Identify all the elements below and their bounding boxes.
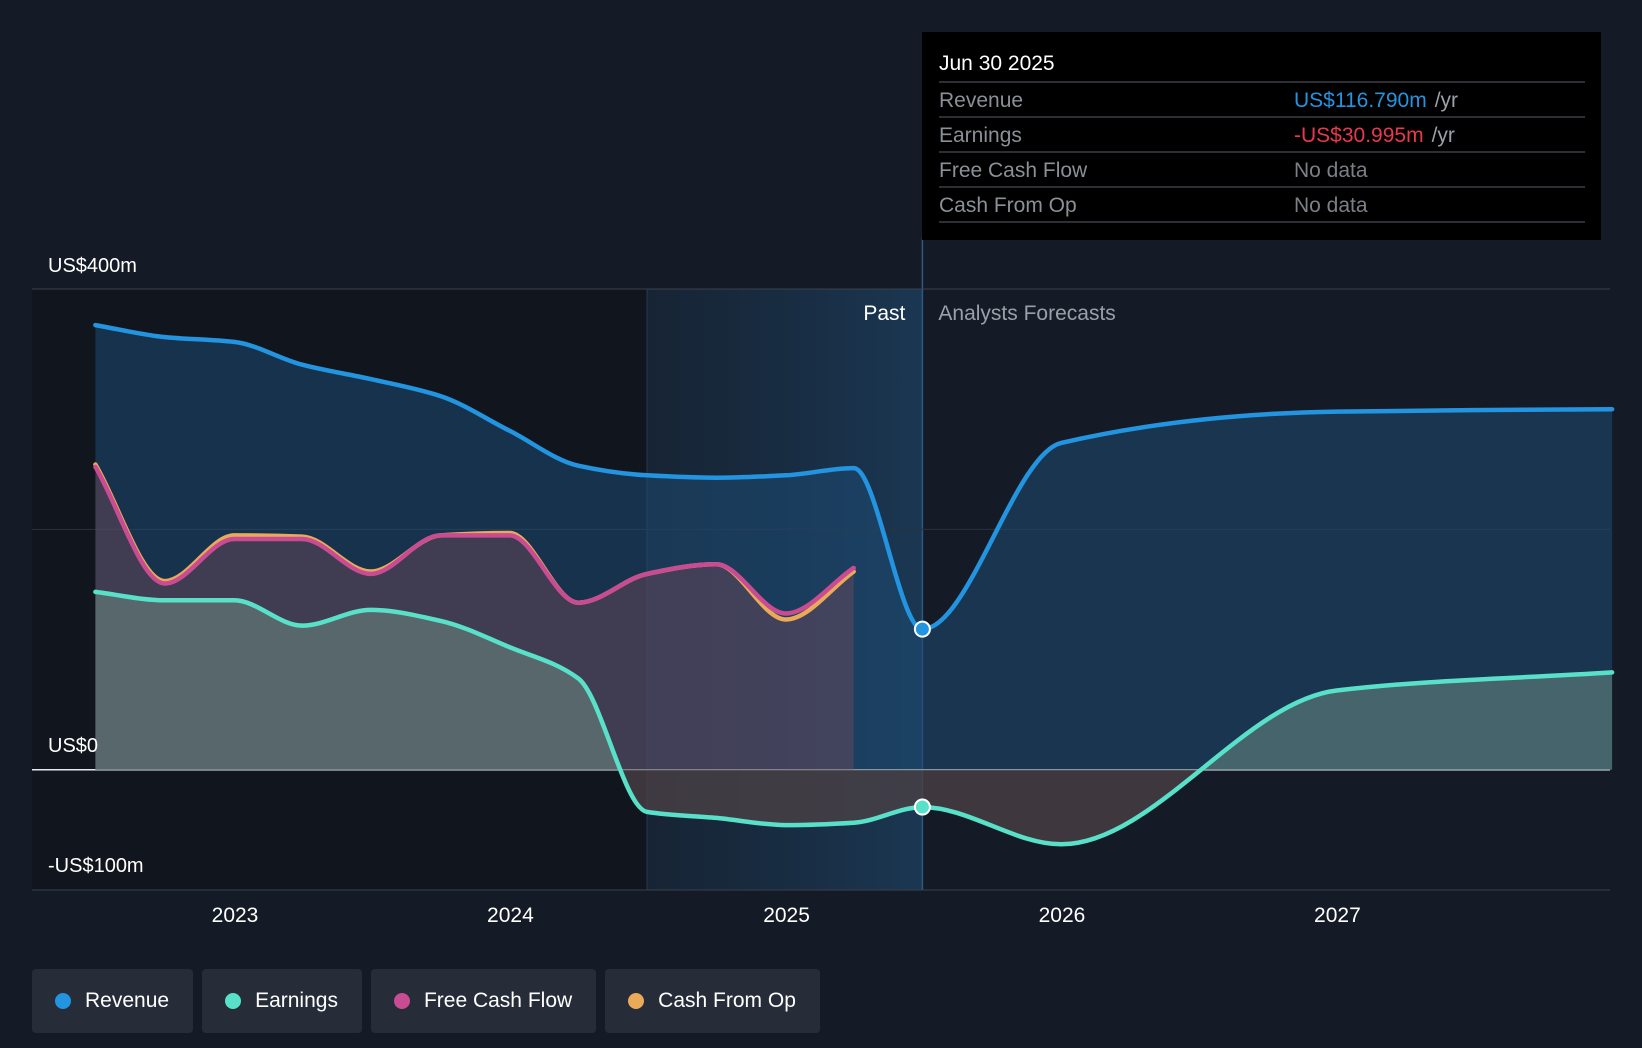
analysts-forecasts-label: Analysts Forecasts bbox=[938, 302, 1115, 325]
legend-label-earnings: Earnings bbox=[255, 989, 338, 1012]
earnings-area bbox=[95, 591, 1613, 845]
earnings-point-marker bbox=[913, 798, 931, 816]
legend-label-free-cash-flow: Free Cash Flow bbox=[423, 989, 573, 1012]
legend-item-free-cash-flow[interactable]: Free Cash Flow bbox=[370, 969, 597, 1033]
legend-item-earnings[interactable]: Earnings bbox=[202, 969, 362, 1033]
earnings-dot-icon bbox=[225, 993, 242, 1009]
tooltip-label-cash-from-op: Cash From Op bbox=[939, 194, 1077, 217]
x-tick-2025: 2025 bbox=[763, 904, 810, 927]
tooltip: Jun 30 2025 Revenue US$116.790m/yr Earnings… bbox=[922, 32, 1601, 240]
past-label: Past bbox=[863, 302, 905, 325]
tooltip-value-earnings: -US$30.995m/yr bbox=[1294, 124, 1455, 147]
chart-areas bbox=[95, 325, 1613, 845]
legend-item-cash-from-op[interactable]: Cash From Op bbox=[605, 969, 820, 1033]
legend: Revenue Earnings Free Cash Flow Cash Fro… bbox=[32, 969, 820, 1033]
chart-markers bbox=[913, 620, 931, 816]
tooltip-suffix-revenue: /yr bbox=[1435, 89, 1458, 112]
free-cash-flow-dot-icon bbox=[393, 993, 410, 1009]
revenue-point-marker bbox=[913, 620, 931, 638]
x-tick-2023: 2023 bbox=[212, 904, 259, 927]
x-tick-2027: 2027 bbox=[1314, 904, 1361, 927]
cash-from-op-dot-icon bbox=[628, 993, 645, 1009]
tooltip-suffix-earnings: /yr bbox=[1432, 124, 1455, 147]
revenue-line bbox=[93, 322, 1615, 632]
tooltip-label-earnings: Earnings bbox=[939, 124, 1022, 147]
tooltip-box bbox=[922, 32, 1601, 240]
legend-label-revenue: Revenue bbox=[85, 989, 170, 1012]
y-label-zero: US$0 bbox=[48, 735, 98, 757]
chart-lines bbox=[93, 322, 1615, 847]
x-tick-2024: 2024 bbox=[487, 904, 534, 927]
y-label-top: US$400m bbox=[48, 255, 137, 277]
tooltip-label-revenue: Revenue bbox=[939, 89, 1023, 112]
earnings-negative-area bbox=[95, 769, 1610, 845]
tooltip-value-cash-from-op: No data bbox=[1294, 194, 1368, 217]
legend-item-revenue[interactable]: Revenue bbox=[32, 969, 194, 1033]
tooltip-value-free-cash-flow: No data bbox=[1294, 159, 1368, 182]
y-label-bottom: -US$100m bbox=[48, 855, 144, 877]
tooltip-date: Jun 30 2025 bbox=[939, 52, 1055, 75]
tooltip-value-revenue: US$116.790m/yr bbox=[1294, 89, 1458, 112]
free-cash-flow-line bbox=[93, 464, 856, 616]
earnings-line bbox=[93, 589, 1615, 847]
x-tick-2026: 2026 bbox=[1039, 904, 1086, 927]
tooltip-label-free-cash-flow: Free Cash Flow bbox=[939, 159, 1088, 182]
legend-label-cash-from-op: Cash From Op bbox=[658, 989, 796, 1012]
chart-labels: US$400m US$0 -US$100m 2023 2024 2025 2026 2027 P… bbox=[48, 255, 1361, 927]
revenue-dot-icon bbox=[55, 993, 71, 1009]
